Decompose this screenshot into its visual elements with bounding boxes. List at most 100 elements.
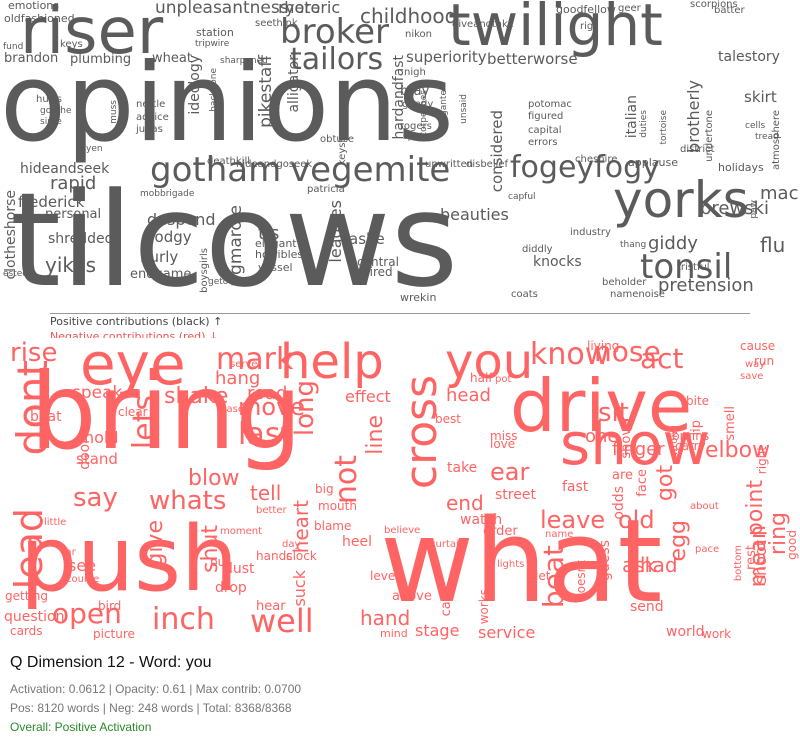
negative-word-133: name <box>545 529 574 540</box>
negative-word-113: above <box>392 589 432 604</box>
negative-word-96: mouth <box>318 499 357 513</box>
positive-word-91: gundy <box>402 99 434 110</box>
positive-word-96: unwritten <box>425 159 474 170</box>
negative-word-92: hear <box>256 599 286 614</box>
negative-word-21: old <box>618 506 655 534</box>
positive-word-109: boysgirls <box>199 248 210 293</box>
positive-word-112: thang <box>620 240 647 250</box>
negative-word-45: half <box>470 371 493 385</box>
positive-word-89: obtuse <box>320 134 355 145</box>
info-footer: Q Dimension 12 - Word: you Activation: 0… <box>0 648 800 740</box>
negative-word-81: brains <box>672 429 710 443</box>
positive-word-30: despond <box>147 210 216 229</box>
negative-word-123: pace <box>695 544 720 555</box>
positive-word-3: riser <box>20 0 164 69</box>
positive-word-24: frederick <box>18 193 85 211</box>
negative-word-cloud: bring push what drive eye help you show dont cros… <box>0 338 800 640</box>
negative-word-118: little <box>44 517 67 528</box>
negative-word-121: lights <box>497 559 525 570</box>
negative-word-87: save <box>740 371 764 382</box>
negative-word-4: eye <box>80 338 186 398</box>
positive-word-76: scorpions <box>690 0 738 10</box>
positive-word-26: shredded <box>48 231 114 247</box>
positive-word-97: potomac <box>528 99 572 110</box>
positive-word-85: hurts <box>36 94 62 105</box>
negative-word-48: tell <box>250 481 282 505</box>
negative-word-15: know <box>530 338 610 372</box>
negative-word-98: hands <box>256 549 293 563</box>
positive-word-cloud: opinions tilcows twilight riser yorks gotham v… <box>0 0 800 305</box>
negative-word-80: smell <box>723 406 738 441</box>
positive-word-21: yikes <box>45 253 96 277</box>
positive-word-39: considered <box>488 110 506 193</box>
positive-word-33: asbe <box>349 230 385 248</box>
positive-word-120: muss <box>109 100 119 124</box>
negative-word-89: watch <box>460 512 503 528</box>
positive-word-88: yen <box>86 144 103 154</box>
negative-word-129: moment <box>220 526 263 537</box>
negative-word-99: day <box>282 539 301 550</box>
negative-word-126: wrong <box>669 425 680 456</box>
negative-word-124: bottom <box>733 545 744 582</box>
positive-word-31: rigmarole <box>226 205 246 287</box>
positive-word-18: flu <box>760 233 786 257</box>
negative-word-51: had <box>640 553 678 577</box>
negative-word-93: serve <box>230 359 258 370</box>
positive-word-43: superiority <box>406 48 487 66</box>
negative-word-78: face <box>635 469 650 497</box>
negative-word-58: hand <box>360 606 411 630</box>
negative-word-38: ear <box>490 458 530 486</box>
negative-word-26: shake <box>164 384 229 409</box>
negative-word-35: say <box>73 483 118 513</box>
positive-word-117: fagante <box>439 90 449 125</box>
negative-word-2: what <box>380 495 663 629</box>
positive-word-61: namenoise <box>610 289 665 300</box>
positive-word-81: rig <box>580 21 594 32</box>
positive-word-70: hideandgoseek <box>236 159 313 170</box>
positive-word-0: opinions <box>0 41 454 166</box>
positive-word-15: pretension <box>658 275 754 296</box>
negative-word-1: push <box>20 507 239 612</box>
positive-word-28: burly <box>140 248 179 266</box>
negative-word-43: finger <box>612 439 665 460</box>
negative-word-109: question <box>4 609 65 625</box>
negative-word-84: cause <box>740 339 776 353</box>
negative-word-47: speak <box>72 383 123 403</box>
positive-word-90: keystone <box>337 120 348 166</box>
positive-word-64: holidays <box>718 161 764 174</box>
positive-word-1: tilcows <box>10 164 459 305</box>
negative-word-49: see <box>68 556 97 575</box>
positive-word-68: district <box>680 144 715 155</box>
positive-word-50: alligator <box>286 55 302 113</box>
negative-word-36: lets <box>127 395 162 450</box>
negative-word-132: curtain <box>430 539 466 550</box>
positive-word-78: keys <box>60 39 83 50</box>
negative-word-91: drop <box>215 580 247 596</box>
negative-word-50: ask <box>622 553 657 577</box>
positive-word-105: tread <box>755 132 779 142</box>
positive-word-41: plumbing <box>70 52 132 67</box>
positive-word-62: beholder <box>602 277 647 288</box>
positive-word-93: spate <box>403 132 428 142</box>
positive-word-20: skirt <box>744 88 777 106</box>
positive-word-55: clotheshorse <box>3 190 19 280</box>
negative-word-37: rise <box>10 338 58 368</box>
negative-word-103: rest <box>744 545 759 570</box>
negative-word-0: bring <box>30 351 303 473</box>
positive-word-67: cheshire <box>575 154 618 165</box>
positive-word-22: rapid <box>50 173 97 194</box>
negative-word-119: far <box>62 547 76 558</box>
positive-word-92: rogers <box>400 121 432 132</box>
negative-word-86: way <box>745 359 766 370</box>
negative-word-16: act <box>640 342 684 375</box>
negative-word-46: effect <box>345 387 391 406</box>
negative-word-29: line <box>363 415 388 455</box>
positive-word-80: giveandtake <box>452 19 514 30</box>
positive-word-10: tailors <box>290 42 384 77</box>
positive-word-13: rhetoric <box>278 0 341 17</box>
divider-rule <box>50 313 750 314</box>
positive-word-52: bray <box>400 84 430 99</box>
positive-word-118: torpedoes <box>419 90 429 136</box>
negative-word-14: mark <box>216 342 294 377</box>
positive-word-104: cells <box>745 121 766 131</box>
